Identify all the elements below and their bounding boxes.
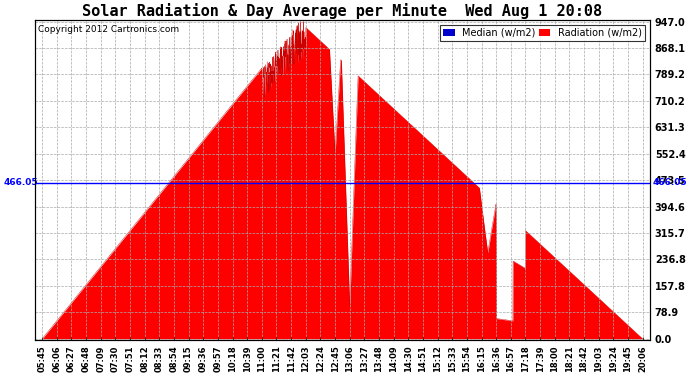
Text: 466.05: 466.05	[653, 178, 688, 187]
Legend: Median (w/m2), Radiation (w/m2): Median (w/m2), Radiation (w/m2)	[440, 25, 645, 40]
Title: Solar Radiation & Day Average per Minute  Wed Aug 1 20:08: Solar Radiation & Day Average per Minute…	[82, 3, 602, 19]
Text: 466.05: 466.05	[3, 178, 38, 187]
Text: Copyright 2012 Cartronics.com: Copyright 2012 Cartronics.com	[38, 25, 179, 34]
